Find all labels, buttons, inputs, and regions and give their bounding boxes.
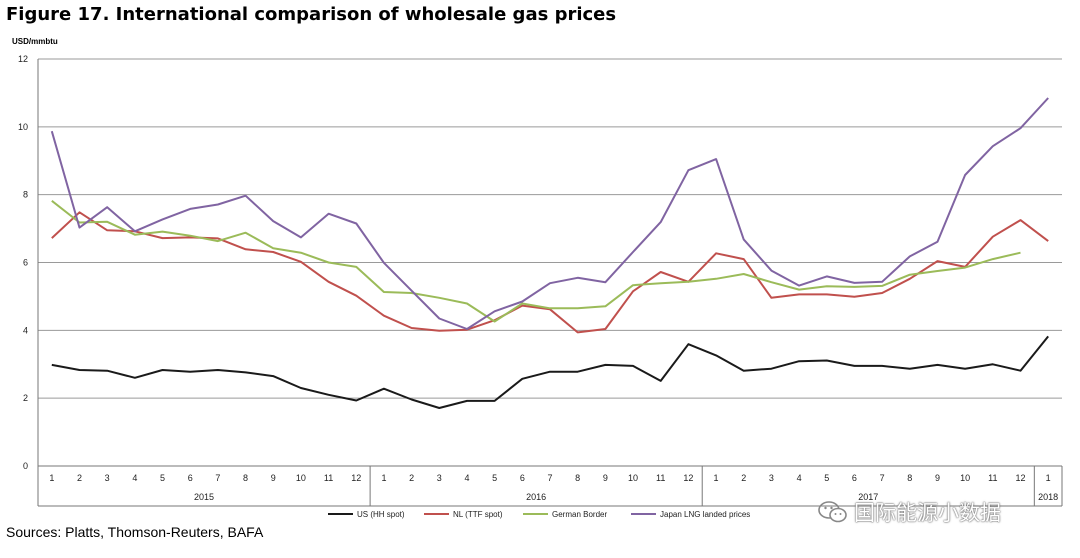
x-tick-label: 6 (520, 473, 525, 483)
x-tick-label: 11 (324, 473, 333, 483)
x-tick-label: 9 (271, 473, 276, 483)
x-tick-label: 5 (492, 473, 497, 483)
x-tick-label: 8 (907, 473, 912, 483)
x-tick-label: 7 (215, 473, 220, 483)
x-tick-label: 6 (852, 473, 857, 483)
y-tick-label: 8 (23, 190, 28, 200)
y-axis-unit-label: USD/mmbtu (12, 37, 58, 46)
wechat-logo-icon (818, 501, 847, 523)
x-tick-label: 12 (351, 473, 361, 483)
y-tick-label: 2 (23, 393, 28, 403)
x-tick-label: 12 (1015, 473, 1025, 483)
series-line-3 (50, 97, 1049, 330)
x-tick-label: 3 (769, 473, 774, 483)
x-tick-label: 4 (797, 473, 802, 483)
x-tick-label: 1 (381, 473, 386, 483)
x-tick-label: 4 (464, 473, 469, 483)
series-lines (50, 97, 1049, 409)
watermark-text: 国际能源小数据 (854, 501, 1001, 525)
year-label: 2015 (194, 492, 214, 502)
year-label: 2018 (1038, 492, 1058, 502)
x-tick-label: 8 (243, 473, 248, 483)
legend-label: NL (TTF spot) (453, 510, 503, 519)
y-tick-label: 12 (18, 54, 28, 64)
watermark: 国际能源小数据 (818, 497, 1001, 527)
x-tick-label: 9 (603, 473, 608, 483)
x-tick-label: 3 (437, 473, 442, 483)
x-tick-label: 3 (105, 473, 110, 483)
x-tick-label: 4 (132, 473, 137, 483)
x-tick-label: 9 (935, 473, 940, 483)
x-axis: 1 2 3 4 5 6 7 8 9 10 11 12 1 2 3 4 5 6 7 8 9 10 11 12 1 2 3 4 5 6 7 8 9 1… (37, 465, 1063, 507)
legend-label: Japan LNG landed prices (660, 510, 750, 519)
x-tick-label: 2 (741, 473, 746, 483)
legend: US (HH spot) NL (TTF spot) German Border Ja… (328, 510, 750, 519)
sources-note: Sources: Platts, Thomson-Reuters, BAFA (6, 524, 264, 540)
x-tick-label: 5 (824, 473, 829, 483)
x-tick-label: 1 (49, 473, 54, 483)
series-line-1 (51, 211, 1049, 334)
x-tick-label: 2 (409, 473, 414, 483)
x-tick-label: 6 (188, 473, 193, 483)
x-tick-label: 7 (880, 473, 885, 483)
x-tick-label: 5 (160, 473, 165, 483)
legend-label: German Border (552, 510, 607, 519)
y-tick-label: 4 (23, 325, 28, 335)
series-line-0 (51, 335, 1049, 409)
year-label: 2017 (858, 492, 878, 502)
x-tick-label: 11 (656, 473, 665, 483)
y-axis: 0 2 4 6 8 10 12 (18, 54, 39, 471)
x-tick-label: 1 (1046, 473, 1051, 483)
y-tick-label: 6 (23, 258, 28, 268)
x-tick-label: 12 (683, 473, 693, 483)
x-tick-label: 10 (628, 473, 638, 483)
x-tick-label: 2 (77, 473, 82, 483)
x-tick-label: 10 (960, 473, 970, 483)
x-tick-label: 7 (547, 473, 552, 483)
y-tick-label: 0 (23, 461, 28, 471)
series-line-2 (51, 200, 1021, 323)
figure-title: Figure 17. International comparison of w… (6, 4, 617, 25)
x-tick-label: 8 (575, 473, 580, 483)
gridlines (38, 58, 1062, 467)
x-tick-label: 1 (714, 473, 719, 483)
year-label: 2016 (526, 492, 546, 502)
y-tick-label: 10 (18, 122, 28, 132)
x-tick-label: 10 (296, 473, 306, 483)
legend-label: US (HH spot) (357, 510, 405, 519)
x-tick-label: 11 (988, 473, 997, 483)
